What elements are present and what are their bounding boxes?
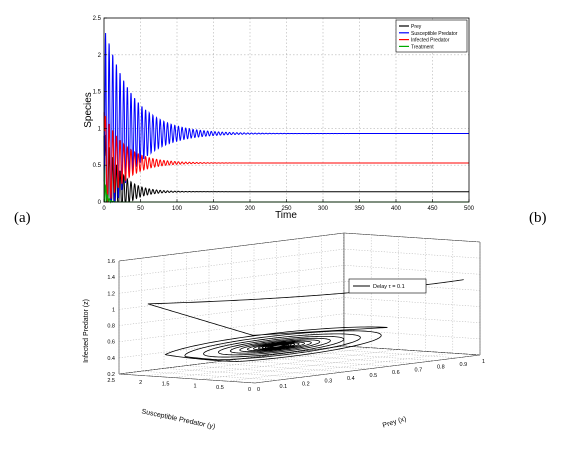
x-tick-label: 400 [391, 206, 402, 212]
z-tick-label: 1.4 [107, 275, 115, 281]
x-tick-label: 0 [257, 387, 260, 393]
side-wall-gridline [343, 345, 481, 356]
series-line-susceptible-predator [103, 32, 469, 203]
x-tick-label: 0.2 [302, 381, 310, 387]
floor-gridline [321, 348, 458, 358]
side-wall-gridline [343, 329, 481, 340]
series-line-infected-predator [103, 112, 469, 203]
phase-portrait-panes [118, 232, 481, 384]
phase-portrait-ticks: 0 0.1 0.2 0.3 0.4 0.5 0.6 0.7 0.8 0.9 1 0 0.5 1 1.5 2 2.… [107, 259, 485, 393]
y-tick-label: 2 [98, 53, 102, 59]
side-wall-gridline [343, 232, 481, 243]
phase-portrait-legend-box [348, 278, 427, 294]
floor-gridline [208, 362, 346, 372]
time-series-x-ticks: 0 50 100 150 200 250 300 350 400 450 500 [102, 199, 475, 212]
floor-gridline [141, 371, 278, 381]
phase-portrait-y-axis-label: Susceptible Predator (y) [141, 408, 216, 430]
x-tick-label: 0.1 [280, 384, 288, 390]
panel-label-a: (a) [14, 210, 31, 226]
time-series-y-axis-label: Species [83, 92, 94, 128]
legend-label-infected-predator: Infected Predator [411, 38, 450, 44]
x-tick-label: 150 [208, 206, 219, 212]
x-tick-label: 0 [102, 206, 106, 212]
legend-label-susceptible-predator: Susceptible Predator [411, 31, 458, 37]
x-tick-label: 1 [482, 359, 485, 365]
x-tick-label: 0.7 [415, 367, 423, 373]
y-tick-label: 2.5 [107, 378, 115, 384]
side-wall-gridline [343, 313, 481, 323]
x-tick-label: 500 [464, 206, 475, 212]
x-tick-label: 350 [354, 206, 365, 212]
side-wall-gridline [343, 297, 481, 307]
legend-label-prey: Prey [411, 24, 422, 30]
side-wall-gridline [343, 248, 481, 259]
x-tick-label: 0.6 [392, 370, 400, 376]
x-tick-label: 100 [172, 206, 183, 212]
trajectory-delay-0-1 [147, 279, 464, 362]
y-tick-label: 1.5 [93, 90, 102, 96]
z-tick-label: 1.6 [107, 259, 115, 265]
z-tick-label: 0.6 [107, 340, 115, 346]
phase-portrait-z-axis-label: Infected Predator (z) [83, 299, 90, 363]
x-tick-label: 300 [318, 206, 329, 212]
phase-portrait-legend: Delay τ = 0.1 [348, 278, 427, 294]
y-tick-label: 2 [139, 380, 142, 386]
legend-label-delay-0-1: Delay τ = 0.1 [373, 284, 405, 290]
floor-gridline [298, 351, 436, 361]
y-tick-label: 1.5 [162, 382, 170, 388]
x-tick-label: 50 [137, 206, 144, 212]
x-tick-label: 200 [245, 206, 256, 212]
x-tick-label: 0.3 [325, 379, 333, 385]
x-tick-label: 0.9 [460, 362, 468, 368]
floor-gridline [118, 373, 256, 384]
phase-portrait-grid [118, 232, 481, 384]
panel-label-b: (b) [529, 210, 547, 226]
side-wall-pane [343, 232, 481, 356]
floor-gridline [276, 354, 413, 364]
series-line-prey [103, 134, 469, 203]
legend-label-treatment: Treatment [411, 44, 434, 50]
x-tick-label: 250 [281, 206, 292, 212]
y-tick-label: 1 [98, 126, 102, 132]
x-tick-label: 0.4 [347, 376, 355, 382]
time-series-y-ticks: 0 0.5 1 1.5 2 2.5 [93, 16, 107, 206]
time-series-chart: 0 50 100 150 200 250 300 350 400 450 500 0 0.5 1 1.5 2… [83, 16, 475, 221]
z-tick-label: 1.2 [107, 291, 115, 297]
y-tick-label: 2.5 [93, 16, 102, 22]
time-series-x-axis-label: Time [275, 210, 297, 221]
y-tick-label: 0.5 [93, 163, 102, 169]
z-tick-label: 0.8 [107, 324, 115, 330]
floor-gridline [163, 368, 301, 378]
y-tick-label: 0.5 [216, 385, 224, 391]
y-tick-label: 0 [98, 200, 102, 206]
x-tick-label: 0.5 [370, 373, 378, 379]
y-tick-label: 1 [194, 383, 197, 389]
floor-gridline [231, 359, 368, 370]
floor-gridline [253, 357, 391, 367]
x-tick-label: 450 [427, 206, 438, 212]
phase-portrait-chart: 0 0.1 0.2 0.3 0.4 0.5 0.6 0.7 0.8 0.9 1 0 0.5 1 1.5 2 2.… [83, 232, 485, 431]
side-wall-gridline [343, 265, 481, 275]
z-tick-label: 0.4 [107, 356, 115, 362]
floor-gridline [186, 365, 323, 375]
x-tick-label: 0.8 [437, 365, 445, 371]
z-tick-label: 0.2 [107, 372, 115, 378]
phase-portrait-x-axis-label: Prey (x) [382, 416, 407, 430]
z-tick-label: 1 [112, 307, 115, 313]
phase-portrait-trajectory [147, 279, 464, 362]
y-tick-label: 0 [248, 387, 251, 393]
